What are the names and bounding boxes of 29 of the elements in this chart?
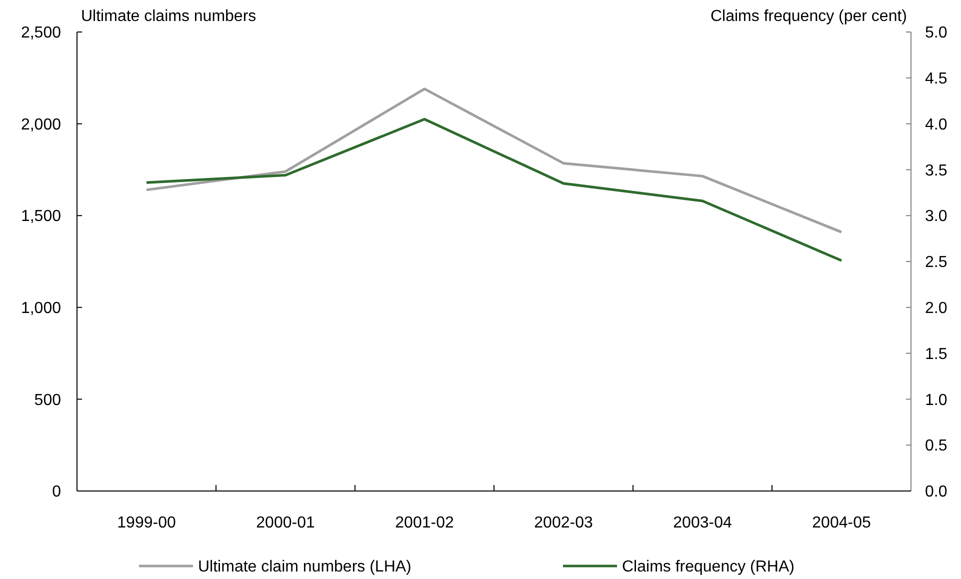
x-tick-label: 2003-04 [673,514,732,532]
y-tick-label: 2,500 [20,24,62,42]
y2-tick-label: 2.5 [925,254,948,272]
x-tick-label: 2004-05 [812,514,871,532]
x-tick-label: 2000-01 [256,514,315,532]
line-series [145,88,843,234]
y2-tick-label: 4.5 [925,70,948,88]
x-tick-label: 1999-00 [117,514,176,532]
y2-axis-title: Claims frequency (per cent) [710,8,907,25]
y-tick-label: 1,000 [20,300,62,317]
y-tick-label: 0 [52,484,62,501]
y2-tick-label: 3.0 [925,208,948,226]
y2-tick-label: 1.0 [925,392,948,409]
y-tick-label: 500 [34,392,62,409]
y2-tick-label: 0.5 [925,438,948,455]
y2-tick-label: 5.0 [925,24,948,42]
y-axis-title: Ultimate claims numbers [81,8,256,25]
y2-tick-label: 1.5 [925,346,948,363]
y-tick-label: 1,500 [20,208,62,226]
legend-label: Claims frequency (RHA) [622,558,794,576]
line-series [145,118,843,262]
y2-tick-label: 0.0 [925,484,948,501]
x-tick-label: 2002-03 [534,514,593,532]
y2-tick-label: 3.5 [925,162,948,180]
legend-label: Ultimate claim numbers (LHA) [198,558,412,576]
y2-tick-label: 4.0 [925,116,948,134]
y-tick-label: 2,000 [20,116,62,134]
y2-tick-label: 2.0 [925,300,948,317]
x-tick-label: 2001-02 [395,514,454,532]
